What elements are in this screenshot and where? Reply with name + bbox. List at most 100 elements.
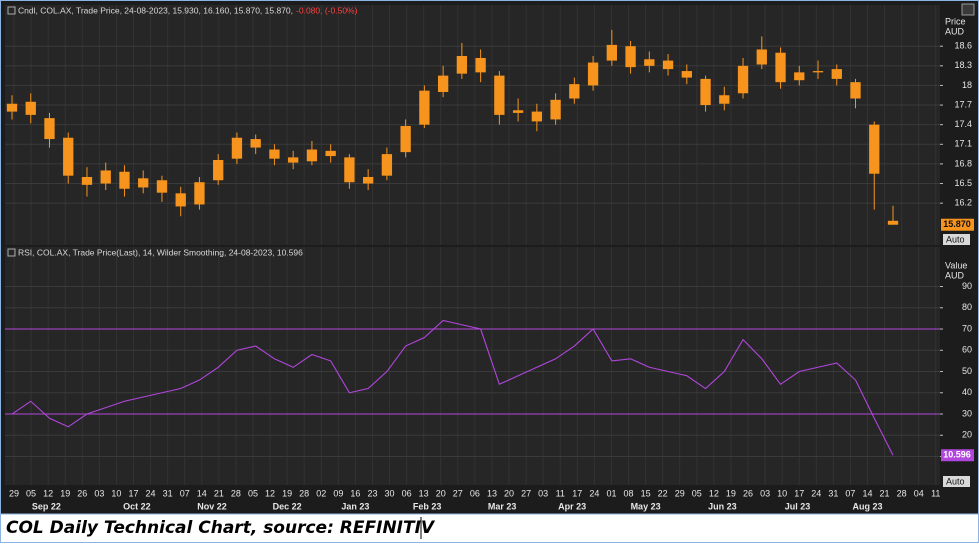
x-tick-label: 03 xyxy=(760,488,770,498)
candle-body xyxy=(475,57,486,73)
candle-body xyxy=(644,59,655,66)
candle-body xyxy=(775,52,786,83)
y-tick-label: 18.6 xyxy=(954,41,972,51)
candle-body xyxy=(250,139,261,148)
x-tick-label: 29 xyxy=(675,488,685,498)
x-tick-label: 02 xyxy=(316,488,326,498)
x-tick-label: 20 xyxy=(504,488,514,498)
caption: COL Daily Technical Chart, source: REFIN… xyxy=(6,518,436,538)
y-axis-unit: AUD xyxy=(945,26,965,36)
x-tick-label: 17 xyxy=(794,488,804,498)
x-tick-label: 26 xyxy=(77,488,87,498)
scale-button[interactable] xyxy=(943,476,970,487)
x-tick-label: 21 xyxy=(214,488,224,498)
candle-body xyxy=(606,44,617,61)
x-month-label: Jan 23 xyxy=(341,501,369,511)
x-tick-label: 05 xyxy=(248,488,258,498)
x-tick-label: 16 xyxy=(350,488,360,498)
y-tick-label: 16.8 xyxy=(954,158,972,168)
candle-body xyxy=(44,118,55,140)
candle-body xyxy=(569,84,580,99)
candle-body xyxy=(325,150,336,157)
candle-body xyxy=(662,60,674,70)
x-tick-label: 14 xyxy=(197,488,207,498)
x-month-label: Jun 23 xyxy=(708,501,737,511)
candle-body xyxy=(494,75,505,115)
x-tick-label: 07 xyxy=(845,488,855,498)
candle-body xyxy=(138,178,149,188)
x-month-label: Mar 23 xyxy=(488,501,517,511)
x-tick-label: 28 xyxy=(231,488,241,498)
y-tick-label: 17.7 xyxy=(954,99,972,109)
x-tick-label: 09 xyxy=(333,488,343,498)
x-tick-label: 08 xyxy=(624,488,634,498)
candle-body xyxy=(437,75,449,92)
candle-body xyxy=(288,157,299,163)
x-tick-label: 13 xyxy=(487,488,497,498)
x-tick-label: 21 xyxy=(880,488,890,498)
panel-icon[interactable] xyxy=(7,6,16,15)
candle-body xyxy=(531,111,543,122)
rsi-panel-title: RSI, COL.AX, Trade Price(Last), 14, Wild… xyxy=(18,247,303,257)
x-tick-label: 12 xyxy=(265,488,275,498)
candle-body xyxy=(63,137,74,176)
rsi-line xyxy=(11,319,894,456)
x-tick-label: 05 xyxy=(26,488,36,498)
marks-layer xyxy=(5,29,940,456)
candle-body xyxy=(625,46,636,68)
x-month-label: Nov 22 xyxy=(197,501,227,511)
candle-body xyxy=(213,159,224,181)
x-tick-label: 04 xyxy=(914,488,924,498)
y-tick-label: 60 xyxy=(962,345,972,355)
candle-body xyxy=(419,90,430,125)
candle-body xyxy=(756,49,767,65)
x-month-label: Jul 23 xyxy=(785,501,811,511)
candle-body xyxy=(81,176,93,185)
x-month-label: Oct 22 xyxy=(123,501,151,511)
x-month-label: Dec 22 xyxy=(273,501,302,511)
x-tick-label: 17 xyxy=(128,488,138,498)
x-tick-label: 29 xyxy=(9,488,19,498)
x-tick-label: 11 xyxy=(556,488,565,498)
x-tick-label: 14 xyxy=(862,488,872,498)
candle-body xyxy=(512,110,524,113)
window-button[interactable] xyxy=(961,3,975,16)
x-tick-label: 28 xyxy=(897,488,907,498)
x-month-label: May 23 xyxy=(631,501,661,511)
candle-body xyxy=(887,220,899,225)
price-panel-title: Cndl, COL.AX, Trade Price, 24-08-2023, 1… xyxy=(18,5,293,15)
y-tick-label: 17.4 xyxy=(954,119,972,129)
scale-button-label[interactable]: Auto xyxy=(946,476,965,486)
x-tick-label: 13 xyxy=(419,488,429,498)
candle-body xyxy=(362,176,374,184)
x-tick-label: 17 xyxy=(572,488,582,498)
x-tick-label: 22 xyxy=(658,488,668,498)
y-tick-label: 18.3 xyxy=(954,60,972,70)
scale-button[interactable] xyxy=(943,234,970,245)
candle-body xyxy=(25,101,36,115)
x-tick-label: 15 xyxy=(641,488,651,498)
x-tick-label: 28 xyxy=(299,488,309,498)
candle-body xyxy=(681,71,692,78)
x-tick-label: 23 xyxy=(367,488,377,498)
last-value-label: 15.870 xyxy=(943,219,971,229)
candle-body xyxy=(6,103,18,112)
x-month-label: Apr 23 xyxy=(558,501,586,511)
panel-icon[interactable] xyxy=(7,248,16,257)
candle-body xyxy=(812,71,824,73)
x-tick-label: 06 xyxy=(402,488,412,498)
candle-body xyxy=(119,171,130,189)
candle-body xyxy=(456,56,468,74)
y-tick-label: 70 xyxy=(962,323,972,333)
candle-body xyxy=(550,99,561,120)
x-tick-label: 26 xyxy=(743,488,753,498)
scale-button-label[interactable]: Auto xyxy=(946,234,965,244)
y-axis-label: Value xyxy=(945,260,967,270)
x-tick-label: 07 xyxy=(180,488,190,498)
candle-body xyxy=(194,182,205,205)
x-tick-label: 24 xyxy=(811,488,821,498)
rsi-panel xyxy=(5,247,940,485)
last-value-box xyxy=(941,218,974,231)
y-tick-label: 16.5 xyxy=(954,178,972,188)
